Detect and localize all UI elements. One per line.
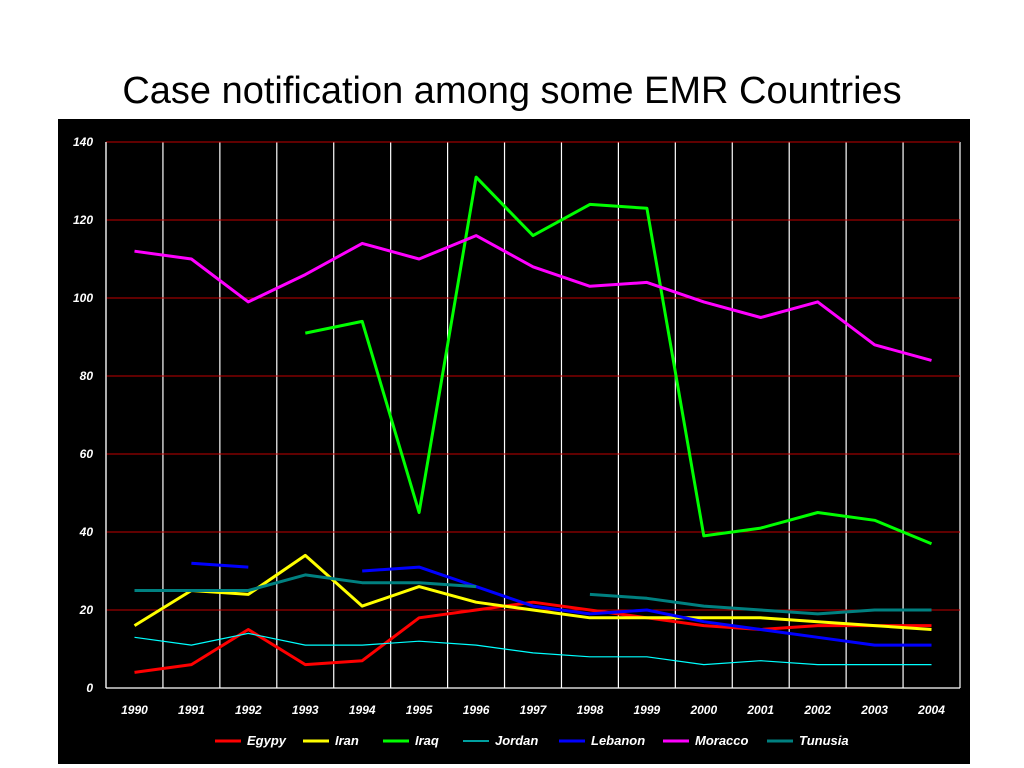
legend-label: Tunusia bbox=[799, 733, 849, 748]
chart-area: 0 20 40 60 80 100 120 140 1990 1991 1992 1993 1994 19… bbox=[58, 119, 970, 764]
y-tick-label: 100 bbox=[73, 291, 93, 305]
legend-label: Moracco bbox=[695, 733, 749, 748]
series-moracco bbox=[134, 234, 932, 362]
legend-item-tunusia: Tunusia bbox=[767, 733, 849, 748]
legend-label: Egypy bbox=[247, 733, 287, 748]
legend-label: Iraq bbox=[415, 733, 439, 748]
series-line bbox=[134, 600, 932, 674]
x-tick-label: 1997 bbox=[520, 703, 548, 717]
x-tick-label: 1994 bbox=[349, 703, 376, 717]
y-tick-label: 120 bbox=[73, 213, 93, 227]
series-iraq bbox=[304, 175, 933, 546]
series-line bbox=[191, 561, 249, 569]
series-egypy bbox=[134, 600, 932, 674]
series-line bbox=[304, 175, 933, 546]
legend-item-egypy: Egypy bbox=[215, 733, 287, 748]
y-tick-label: 60 bbox=[80, 447, 94, 461]
legend-label: Lebanon bbox=[591, 733, 645, 748]
series-line bbox=[134, 234, 932, 362]
series-line bbox=[134, 632, 932, 666]
legend-item-moracco: Moracco bbox=[663, 733, 749, 748]
x-tick-label: 1990 bbox=[121, 703, 148, 717]
legend-label: Jordan bbox=[495, 733, 538, 748]
x-tick-label: 1991 bbox=[178, 703, 205, 717]
series-line bbox=[133, 553, 932, 631]
y-tick-label: 0 bbox=[86, 681, 93, 695]
series-line bbox=[134, 573, 477, 592]
legend-item-lebanon: Lebanon bbox=[559, 733, 645, 748]
legend-item-iran: Iran bbox=[303, 733, 359, 748]
y-tick-label: 40 bbox=[79, 525, 94, 539]
x-tick-label: 1992 bbox=[235, 703, 262, 717]
y-tick-label: 140 bbox=[73, 135, 93, 149]
y-tick-label: 20 bbox=[79, 603, 94, 617]
legend-item-jordan: Jordan bbox=[463, 733, 538, 748]
x-tick-label: 2001 bbox=[746, 703, 774, 717]
legend-item-iraq: Iraq bbox=[383, 733, 439, 748]
y-tick-label: 80 bbox=[80, 369, 94, 383]
series-line bbox=[362, 565, 932, 647]
x-tick-label: 1999 bbox=[634, 703, 661, 717]
x-tick-label: 2004 bbox=[917, 703, 945, 717]
line-chart: 0 20 40 60 80 100 120 140 1990 1991 1992 1993 1994 19… bbox=[73, 135, 961, 748]
series-line bbox=[589, 592, 932, 616]
x-tick-label: 1993 bbox=[292, 703, 319, 717]
x-tick-label: 2000 bbox=[689, 703, 717, 717]
x-tick-label: 1996 bbox=[463, 703, 490, 717]
series-jordan bbox=[134, 632, 932, 666]
series-lebanon bbox=[191, 561, 932, 647]
series-iran bbox=[133, 553, 932, 631]
page-title: Case notification among some EMR Countri… bbox=[122, 70, 902, 112]
legend-label: Iran bbox=[335, 733, 359, 748]
x-tick-label: 1998 bbox=[577, 703, 604, 717]
x-tick-label: 1995 bbox=[406, 703, 433, 717]
x-tick-label: 2002 bbox=[803, 703, 831, 717]
series-tunusia bbox=[134, 573, 932, 616]
x-tick-label: 2003 bbox=[860, 703, 888, 717]
